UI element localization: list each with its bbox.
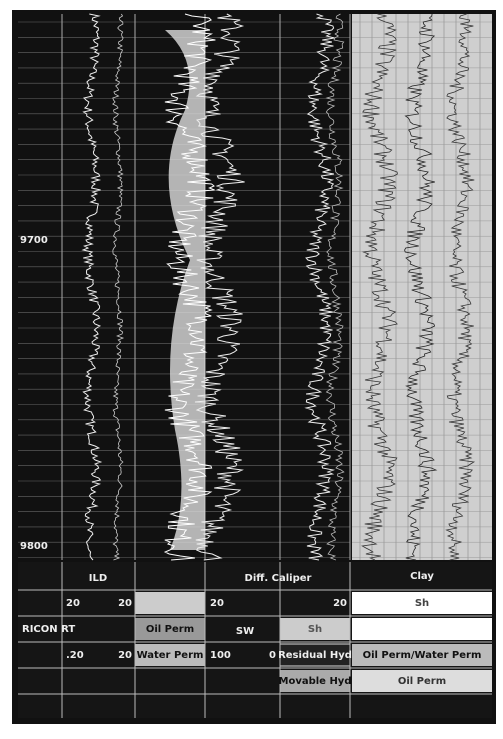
log-curve [304, 13, 336, 561]
legend-text: SW [236, 626, 254, 637]
curves [18, 13, 492, 561]
fill-area [165, 30, 205, 550]
legend-text: 100 [210, 650, 231, 661]
log-curve [163, 13, 216, 561]
legend-box [352, 670, 492, 692]
legend-grid [18, 562, 492, 718]
legend-text: Water Perm [137, 650, 204, 661]
legend-text: Sh [415, 598, 429, 609]
log-curve [112, 13, 125, 561]
legend-text: Movable Hyd [279, 676, 352, 687]
legend-text: 0 [269, 650, 276, 661]
legend-text: .20 [66, 650, 84, 661]
log-curve [445, 13, 476, 561]
log-curve [81, 13, 103, 561]
legend-box [280, 618, 350, 640]
legend-text: ILD [89, 573, 107, 584]
legend-box [135, 644, 205, 666]
legend-text: Oil Perm [398, 676, 446, 687]
legend-box [352, 592, 492, 614]
legend-box [280, 670, 350, 692]
legend-text: Oil Perm/Water Perm [363, 650, 482, 661]
legend-text: Diff. Caliper [245, 573, 312, 584]
log-curve [361, 13, 398, 561]
legend-box [352, 618, 492, 640]
log-curve [194, 13, 245, 561]
legend-text: 20 [66, 598, 80, 609]
log-curve [325, 13, 345, 561]
legend-text: Clay [410, 571, 434, 582]
legend-text: 20 [333, 598, 347, 609]
legend-text: Residual Hyd [278, 650, 352, 661]
legend-box [352, 644, 492, 666]
legend-text: Sh [308, 624, 322, 635]
legend-text: 20 [210, 598, 224, 609]
legend-text: 20 [118, 598, 132, 609]
legend-text: 20 [118, 650, 132, 661]
legend-text: RICON RT [22, 624, 75, 635]
legend-box [135, 592, 205, 614]
depth-label: 9800 [20, 541, 48, 552]
clay-track [352, 14, 492, 560]
legend-box [135, 618, 205, 640]
depth-label: 9700 [20, 235, 48, 246]
legend-text: Oil Perm [146, 624, 194, 635]
log-curve [404, 13, 438, 561]
